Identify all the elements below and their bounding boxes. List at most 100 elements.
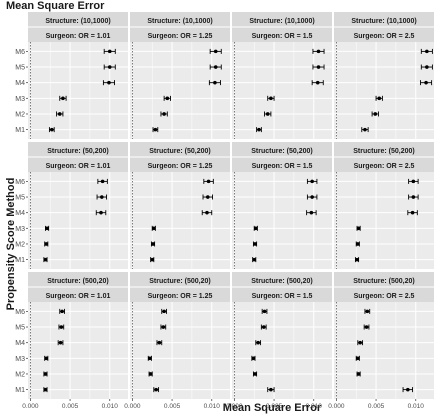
data-point (356, 372, 361, 376)
x-tick-label: 0.000 (328, 403, 345, 410)
panel-background (232, 42, 332, 139)
y-tick-label: M4 (15, 210, 25, 217)
data-point (44, 242, 49, 246)
y-tick-label: M3 (15, 96, 25, 103)
data-point (213, 80, 217, 85)
x-tick-label: 0.005 (368, 403, 385, 410)
data-point (45, 226, 49, 231)
data-point (424, 80, 428, 85)
data-point (58, 340, 63, 345)
facet-label-structure: Structure: (10,1000) (249, 18, 314, 25)
facet-label-surgeon: Surgeon: OR = 1.5 (252, 33, 313, 40)
x-tick-label: 0.000 (124, 403, 141, 410)
facet-panel: Structure: (500,20) Surgeon: OR = 1.25 0.0… (124, 272, 230, 410)
facet-label-surgeon: Surgeon: OR = 2.5 (354, 163, 415, 170)
panel-background (334, 42, 434, 139)
panel-background (130, 302, 230, 399)
y-tick-label: M1 (15, 257, 25, 264)
facet-label-surgeon: Surgeon: OR = 1.25 (148, 163, 213, 170)
panel-background (130, 172, 230, 269)
facet-label-structure: Structure: (500,20) (47, 278, 108, 285)
facet-label-surgeon: Surgeon: OR = 1.25 (148, 293, 213, 300)
facet-label-surgeon: Surgeon: OR = 1.01 (46, 33, 111, 40)
data-point (364, 325, 369, 329)
data-point (61, 96, 65, 101)
facet-label-structure: Structure: (500,20) (353, 278, 414, 285)
y-tick-label: M1 (15, 387, 25, 394)
y-tick-label: M5 (15, 195, 25, 202)
data-point (99, 210, 103, 215)
panel-background (232, 302, 332, 399)
x-tick-label: 0.005 (62, 403, 79, 410)
facet-label-structure: Structure: (50,200) (353, 148, 414, 155)
facet-grid: Structure: (10,1000) Surgeon: OR = 1.01 M1… (15, 12, 434, 410)
data-point (425, 49, 429, 54)
facet-label-surgeon: Surgeon: OR = 1.01 (46, 293, 111, 300)
facet-panel: Structure: (10,1000) Surgeon: OR = 1.01 M1… (15, 12, 128, 139)
data-point (161, 325, 166, 329)
panel-background (28, 172, 128, 269)
data-point (162, 112, 166, 116)
y-tick-label: M6 (15, 309, 25, 316)
data-point (57, 112, 62, 116)
data-point (411, 179, 416, 184)
data-point (310, 195, 314, 199)
panel-background (334, 302, 434, 399)
data-point (261, 325, 266, 329)
data-point (356, 356, 360, 361)
facet-panel: Structure: (500,20) Surgeon: OR = 2.5 0.00… (328, 272, 434, 410)
data-point (213, 49, 218, 54)
data-point (411, 195, 416, 199)
y-tick-label: M2 (15, 241, 25, 248)
data-point (43, 257, 48, 262)
facet-label-surgeon: Surgeon: OR = 1.5 (252, 293, 313, 300)
data-point (309, 210, 314, 215)
facet-label-structure: Structure: (500,20) (251, 278, 312, 285)
panel-background (232, 172, 332, 269)
data-point (377, 96, 382, 101)
data-point (150, 257, 155, 262)
data-point (254, 226, 258, 231)
data-point (152, 226, 156, 231)
facet-panel: Structure: (50,200) Surgeon: OR = 1.25 (130, 142, 230, 269)
x-tick-label: 0.010 (102, 403, 119, 410)
data-point (316, 65, 321, 69)
data-point (205, 195, 210, 199)
panel-background (334, 172, 434, 269)
data-point (153, 127, 158, 132)
facet-panel: Structure: (500,20) Surgeon: OR = 1.01 M1 M… (15, 272, 128, 410)
facet-label-surgeon: Surgeon: OR = 2.5 (354, 293, 415, 300)
data-point (107, 65, 112, 69)
facet-label-surgeon: Surgeon: OR = 2.5 (354, 33, 415, 40)
data-point (162, 309, 166, 314)
data-point (59, 325, 64, 329)
facet-panel: Structure: (50,200) Surgeon: OR = 1.5 (232, 142, 332, 269)
data-point (154, 387, 158, 392)
facet-label-surgeon: Surgeon: OR = 1.5 (252, 163, 313, 170)
x-tick-label: 0.010 (204, 403, 221, 410)
x-tick-label: 0.005 (164, 403, 181, 410)
data-point (50, 127, 54, 132)
data-point (355, 257, 359, 262)
facet-label-structure: Structure: (10,1000) (351, 18, 416, 25)
x-tick-label: 0.010 (306, 403, 323, 410)
y-tick-label: M5 (15, 325, 25, 332)
data-point (269, 387, 273, 392)
data-point (315, 80, 320, 85)
facet-label-structure: Structure: (50,200) (251, 148, 312, 155)
data-point (252, 257, 257, 262)
y-tick-label: M3 (15, 356, 25, 363)
data-point (148, 372, 153, 376)
y-tick-label: M2 (15, 111, 25, 118)
data-point (151, 242, 155, 246)
facet-panel: Structure: (10,1000) Surgeon: OR = 2.5 (334, 12, 434, 139)
y-tick-label: M6 (15, 49, 25, 56)
facet-panel: Structure: (10,1000) Surgeon: OR = 1.25 (130, 12, 230, 139)
data-point (373, 112, 378, 116)
y-tick-label: M4 (15, 340, 25, 347)
facet-panel: Structure: (500,20) Surgeon: OR = 1.5 0.00… (226, 272, 332, 410)
data-point (425, 65, 429, 69)
data-point (100, 195, 104, 199)
data-point (356, 226, 361, 231)
facet-label-structure: Structure: (10,1000) (147, 18, 212, 25)
